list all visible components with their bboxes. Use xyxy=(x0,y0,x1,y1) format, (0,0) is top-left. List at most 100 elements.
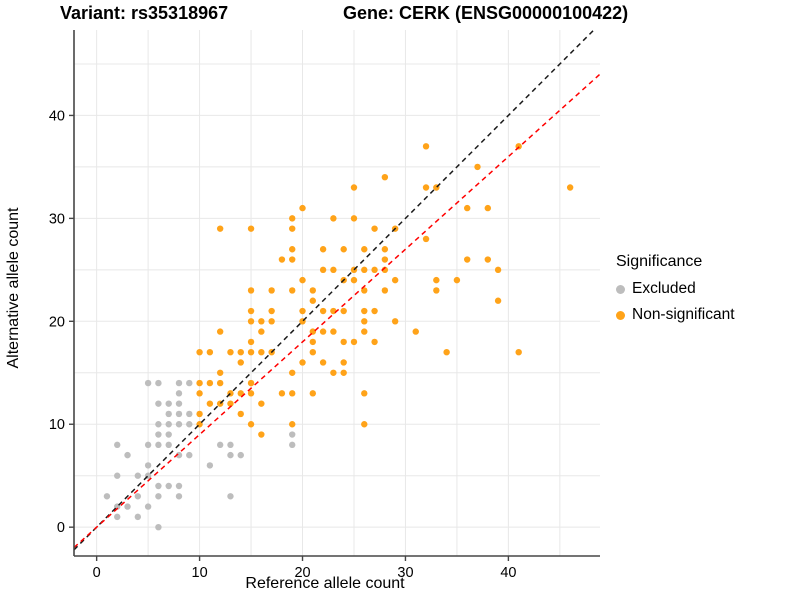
data-point xyxy=(155,400,162,407)
data-point xyxy=(247,421,255,428)
data-point xyxy=(319,328,327,335)
legend: Significance Excluded Non-significant xyxy=(616,253,735,328)
data-point xyxy=(175,410,183,418)
data-point xyxy=(237,390,244,397)
data-point xyxy=(361,421,368,428)
data-point xyxy=(443,348,450,356)
legend-item-excluded[interactable]: Excluded xyxy=(616,276,735,302)
data-point xyxy=(371,225,378,232)
data-point xyxy=(216,369,224,376)
data-point xyxy=(278,256,286,263)
data-point xyxy=(103,493,111,500)
data-point xyxy=(381,173,389,181)
data-point xyxy=(258,318,265,325)
data-point xyxy=(289,431,296,438)
data-point xyxy=(309,338,317,346)
data-point xyxy=(258,431,265,438)
data-point xyxy=(474,163,481,171)
data-point xyxy=(165,421,172,428)
data-point xyxy=(247,390,255,397)
data-point xyxy=(134,513,142,521)
data-point xyxy=(175,390,183,397)
data-point xyxy=(309,390,317,397)
data-point xyxy=(299,307,306,315)
data-point xyxy=(453,276,461,284)
data-point xyxy=(422,143,430,150)
x-tick-label: 10 xyxy=(192,565,208,581)
data-point xyxy=(433,276,440,284)
data-point xyxy=(155,482,162,490)
data-point xyxy=(196,379,203,387)
data-point xyxy=(268,287,275,294)
data-point xyxy=(289,390,296,397)
y-tick-label: 10 xyxy=(49,417,65,433)
data-point xyxy=(309,348,317,356)
data-point xyxy=(464,204,471,212)
series-excluded xyxy=(103,379,296,531)
y-tick-label: 30 xyxy=(49,211,65,227)
data-point xyxy=(299,276,306,284)
data-point xyxy=(186,379,193,387)
data-point xyxy=(289,215,296,222)
fit-line xyxy=(74,73,600,549)
y-tick-label: 20 xyxy=(49,314,65,330)
data-point xyxy=(114,441,121,449)
data-point xyxy=(144,503,152,510)
data-point xyxy=(134,493,142,500)
data-point xyxy=(227,348,234,356)
data-point xyxy=(361,266,368,274)
data-point xyxy=(237,451,244,459)
data-point xyxy=(165,400,172,407)
data-point xyxy=(124,503,131,510)
data-point xyxy=(289,441,296,449)
data-point xyxy=(330,328,337,335)
data-point xyxy=(165,431,172,438)
data-point xyxy=(289,225,296,232)
series-non-significant xyxy=(196,143,574,438)
data-point xyxy=(165,410,172,418)
data-point xyxy=(340,359,347,366)
data-point xyxy=(268,318,275,325)
data-point xyxy=(361,318,368,325)
data-point xyxy=(247,225,255,232)
data-point xyxy=(155,431,162,438)
data-point xyxy=(494,297,502,304)
data-point xyxy=(206,379,214,387)
data-point xyxy=(196,390,203,397)
data-point xyxy=(319,266,327,274)
plot-title-gene: Gene: CERK (ENSG00000100422) xyxy=(343,3,629,23)
x-tick-label: 0 xyxy=(93,565,101,581)
data-point xyxy=(361,328,368,335)
legend-item-label-excluded: Excluded xyxy=(632,280,696,297)
data-point xyxy=(484,256,492,263)
x-tick-label: 20 xyxy=(294,565,310,581)
data-point xyxy=(237,359,244,366)
x-tick-label: 40 xyxy=(500,565,516,581)
data-point xyxy=(278,390,286,397)
data-point xyxy=(566,184,574,191)
data-point xyxy=(134,472,142,479)
data-point xyxy=(319,359,327,366)
data-point xyxy=(330,266,337,274)
data-point xyxy=(165,441,172,449)
data-point xyxy=(464,256,471,263)
data-point xyxy=(155,421,162,428)
data-point xyxy=(330,369,337,376)
non-significant-dot-icon xyxy=(616,310,625,320)
data-point xyxy=(186,451,193,459)
data-point xyxy=(206,348,214,356)
data-point xyxy=(515,348,522,356)
data-point xyxy=(371,307,378,315)
data-point xyxy=(144,441,152,449)
legend-item-non-significant[interactable]: Non-significant xyxy=(616,302,735,328)
data-point xyxy=(237,410,244,418)
data-point xyxy=(206,462,214,469)
data-point xyxy=(299,359,306,366)
data-point xyxy=(340,307,347,315)
data-point xyxy=(361,307,368,315)
data-point xyxy=(289,246,296,253)
legend-item-label-non-significant: Non-significant xyxy=(632,306,735,323)
data-point xyxy=(175,400,183,407)
data-point xyxy=(196,410,203,418)
